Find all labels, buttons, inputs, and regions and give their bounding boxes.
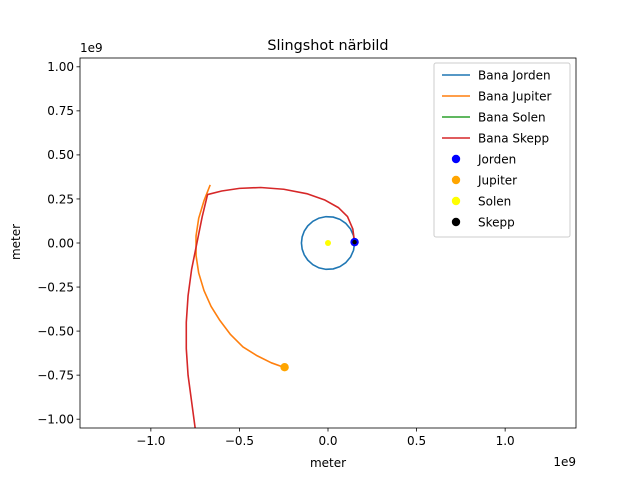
- legend-label-bana-jupiter: Bana Jupiter: [478, 89, 552, 103]
- marker-solen: [325, 240, 331, 246]
- legend-swatch-jorden: [451, 154, 461, 164]
- legend-label-bana-jorden: Bana Jorden: [478, 68, 551, 82]
- legend-label-solen: Solen: [478, 194, 511, 208]
- x-tick-label: 1.0: [496, 434, 515, 448]
- y-axis-label: meter: [9, 224, 23, 260]
- y-tick-label: 1.00: [47, 60, 74, 74]
- series-line-bana-skepp: [185, 186, 356, 428]
- y-tick-label: 0.25: [47, 192, 74, 206]
- y-tick-label: −0.75: [37, 368, 74, 382]
- legend: Bana Jorden Bana Jupiter Bana Solen Bana Sk…: [433, 62, 571, 238]
- x-axis-ticks: −1.0 −0.5 0.0 0.5 1.0: [136, 428, 515, 448]
- legend-label-bana-solen: Bana Solen: [478, 110, 546, 124]
- y-tick-label: 0.00: [47, 236, 74, 250]
- legend-label-jupiter: Jupiter: [477, 173, 517, 187]
- y-tick-label: −1.00: [37, 412, 74, 426]
- marker-jupiter: [280, 363, 289, 372]
- x-tick-label: −1.0: [136, 434, 165, 448]
- chart-title: Slingshot närbild: [267, 38, 388, 54]
- plot-area: [185, 184, 359, 428]
- legend-swatch-jupiter: [451, 175, 461, 185]
- y-tick-label: 0.50: [47, 148, 74, 162]
- legend-label-bana-skepp: Bana Skepp: [478, 131, 549, 145]
- legend-label-skepp: Skepp: [478, 215, 515, 229]
- legend-label-jorden: Jorden: [477, 152, 516, 166]
- x-tick-label: 0.0: [318, 434, 337, 448]
- y-tick-label: −0.25: [37, 280, 74, 294]
- x-offset-label: 1e9: [553, 455, 576, 469]
- series-line-bana-jorden: [300, 215, 356, 271]
- legend-swatch-skepp: [451, 217, 461, 227]
- y-tick-label: −0.50: [37, 324, 74, 338]
- legend-frame: [433, 62, 571, 238]
- legend-swatch-solen: [451, 196, 461, 206]
- y-axis-ticks: −1.00 −0.75 −0.50 −0.25 0.00 0.25 0.50 0.75 1.00: [37, 60, 80, 426]
- x-tick-label: −0.5: [225, 434, 254, 448]
- series-line-bana-jupiter: [195, 184, 284, 368]
- y-offset-label: 1e9: [80, 41, 103, 55]
- plot-frame: [79, 57, 577, 429]
- x-tick-label: 0.5: [407, 434, 426, 448]
- x-axis-label: meter: [310, 456, 346, 470]
- y-tick-label: 0.75: [47, 104, 74, 118]
- marker-skepp: [352, 239, 357, 245]
